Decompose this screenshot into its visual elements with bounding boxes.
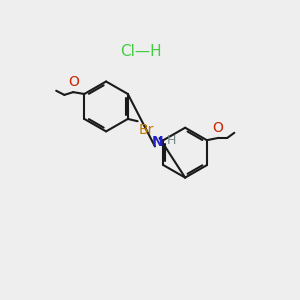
Text: N: N: [152, 135, 163, 149]
Text: O: O: [69, 75, 80, 89]
Text: H: H: [167, 134, 176, 147]
Text: O: O: [213, 121, 224, 135]
Text: Cl—H: Cl—H: [120, 44, 162, 59]
Text: Br: Br: [139, 123, 154, 136]
